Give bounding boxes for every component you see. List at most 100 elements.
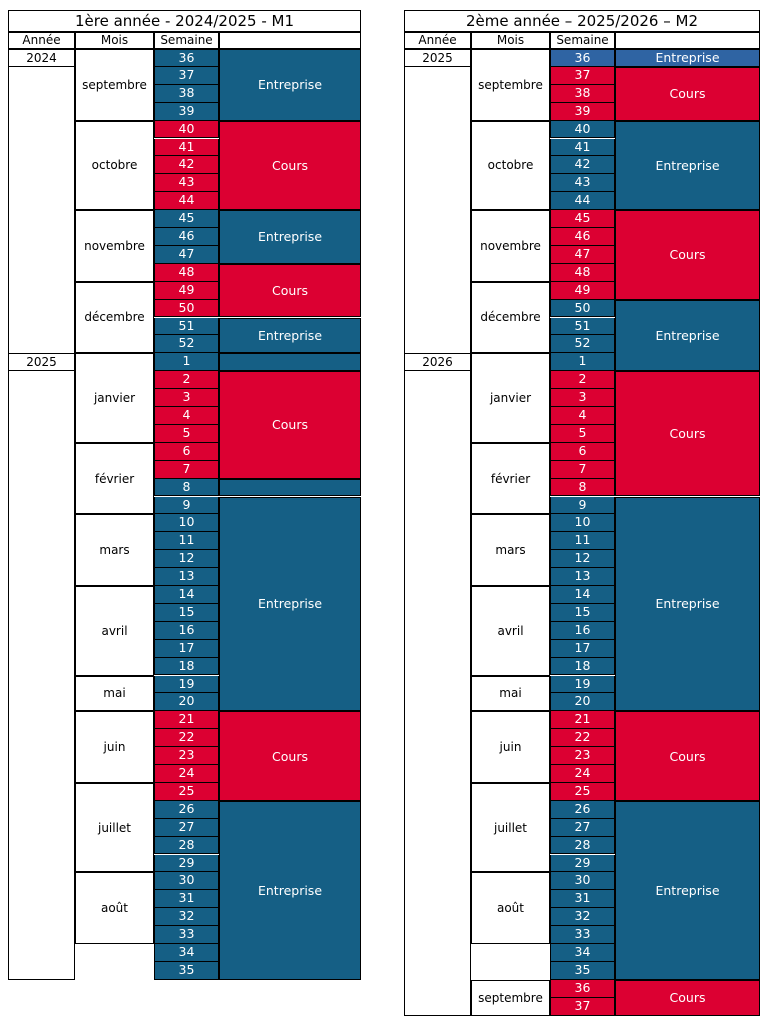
week-cell: 31 — [154, 890, 219, 909]
week-cell: 19 — [550, 675, 615, 694]
year-column — [404, 49, 471, 1016]
week-cell: 28 — [550, 836, 615, 855]
period-entreprise — [219, 478, 361, 497]
period-cours: Cours — [615, 66, 760, 121]
week-cell: 11 — [154, 532, 219, 551]
year-label: 2026 — [404, 353, 471, 372]
week-cell: 37 — [550, 66, 615, 85]
week-cell: 14 — [154, 586, 219, 604]
week-cell: 5 — [154, 424, 219, 443]
month-cell: décembre — [471, 281, 550, 354]
week-cell: 13 — [550, 568, 615, 586]
month-cell: juin — [75, 711, 154, 783]
week-cell: 44 — [550, 192, 615, 211]
week-cell: 40 — [154, 120, 219, 139]
month-cell: janvier — [471, 353, 550, 443]
period-cours: Cours — [219, 120, 361, 211]
month-cell: juillet — [75, 782, 154, 873]
week-cell: 24 — [550, 765, 615, 783]
week-cell: 29 — [154, 854, 219, 873]
header-semaine: Semaine — [154, 32, 219, 49]
week-cell: 12 — [154, 550, 219, 569]
header-annee: Année — [8, 32, 75, 49]
week-cell: 26 — [154, 800, 219, 819]
month-cell: novembre — [471, 210, 550, 282]
week-cell: 20 — [154, 693, 219, 712]
week-cell: 36 — [154, 49, 219, 67]
month-cell: février — [75, 442, 154, 515]
week-cell: 36 — [550, 979, 615, 998]
week-cell: 13 — [154, 568, 219, 586]
week-cell: 42 — [550, 156, 615, 175]
week-cell: 32 — [154, 908, 219, 927]
week-cell: 25 — [154, 782, 219, 801]
year-label: 2025 — [404, 49, 471, 67]
week-cell: 7 — [154, 460, 219, 479]
calendar-m1: 1ère année - 2024/2025 - M1 Année Mois Sema… — [8, 10, 361, 982]
week-cell: 25 — [550, 782, 615, 801]
week-cell: 34 — [154, 944, 219, 962]
week-cell: 34 — [550, 944, 615, 962]
week-cell: 18 — [550, 657, 615, 676]
calendar-title: 2ème année – 2025/2026 – M2 — [404, 10, 760, 32]
week-cell: 27 — [154, 818, 219, 837]
month-cell: février — [471, 442, 550, 515]
week-cell: 4 — [154, 407, 219, 425]
week-cell: 30 — [154, 872, 219, 891]
year-label: 2025 — [8, 353, 75, 372]
year-column — [8, 49, 75, 980]
week-cell: 36 — [550, 49, 615, 67]
week-cell: 8 — [154, 478, 219, 497]
week-cell: 22 — [550, 729, 615, 748]
week-cell: 2 — [550, 371, 615, 390]
period-entreprise: Entreprise — [219, 210, 361, 264]
week-cell: 26 — [550, 800, 615, 819]
week-cell: 17 — [550, 639, 615, 658]
week-cell: 15 — [550, 603, 615, 622]
week-cell: 24 — [154, 765, 219, 783]
week-cell: 18 — [154, 657, 219, 676]
period-cours: Cours — [219, 371, 361, 479]
week-cell: 31 — [550, 890, 615, 909]
week-cell: 30 — [550, 872, 615, 891]
month-cell: mars — [75, 514, 154, 586]
week-cell: 14 — [550, 586, 615, 604]
week-cell: 39 — [550, 102, 615, 121]
header-mois: Mois — [471, 32, 550, 49]
week-cell: 47 — [154, 245, 219, 264]
week-cell: 52 — [550, 335, 615, 354]
month-cell: novembre — [75, 210, 154, 282]
period-entreprise: Entreprise — [219, 317, 361, 354]
week-cell: 2 — [154, 371, 219, 390]
period-entreprise: Entreprise — [615, 800, 760, 980]
header-semaine: Semaine — [550, 32, 615, 49]
week-cell: 37 — [550, 997, 615, 1016]
week-cell: 3 — [550, 389, 615, 407]
week-cell: 15 — [154, 603, 219, 622]
week-cell: 28 — [154, 836, 219, 855]
week-cell: 11 — [550, 532, 615, 551]
week-cell: 44 — [154, 192, 219, 211]
period-cours: Cours — [219, 263, 361, 318]
week-cell: 21 — [154, 711, 219, 730]
week-cell: 49 — [550, 281, 615, 300]
year-label: 2024 — [8, 49, 75, 67]
month-cell: octobre — [75, 120, 154, 211]
week-cell: 45 — [550, 210, 615, 228]
week-cell: 19 — [154, 675, 219, 694]
period-entreprise: Entreprise — [219, 800, 361, 980]
week-cell: 1 — [154, 353, 219, 372]
week-cell: 17 — [154, 639, 219, 658]
week-cell: 5 — [550, 424, 615, 443]
month-cell: août — [471, 872, 550, 944]
week-cell: 46 — [550, 228, 615, 246]
month-cell: septembre — [75, 49, 154, 121]
week-cell: 10 — [154, 514, 219, 533]
period-entreprise: Entreprise — [615, 49, 760, 67]
period-cours: Cours — [615, 371, 760, 497]
month-cell: septembre — [471, 979, 550, 1016]
week-cell: 50 — [154, 299, 219, 318]
week-cell: 29 — [550, 854, 615, 873]
week-cell: 40 — [550, 120, 615, 139]
period-entreprise: Entreprise — [219, 496, 361, 712]
